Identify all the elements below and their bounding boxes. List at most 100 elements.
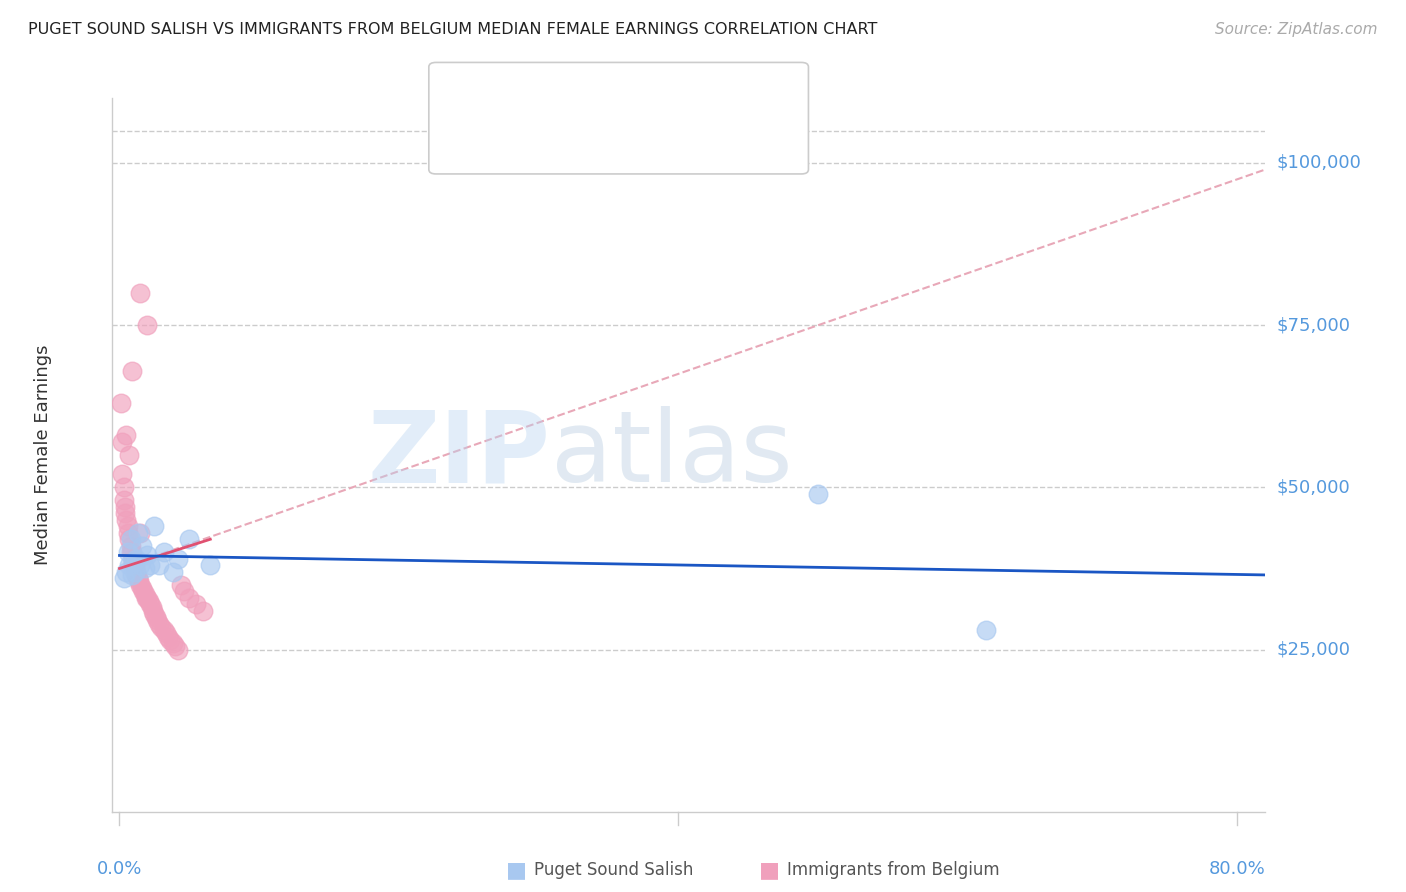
Point bbox=[159, 632, 181, 647]
Point bbox=[127, 571, 149, 585]
Point bbox=[114, 506, 136, 520]
Point bbox=[173, 584, 195, 599]
Point bbox=[179, 591, 201, 605]
Point bbox=[153, 545, 176, 559]
Point bbox=[148, 616, 170, 631]
Point bbox=[143, 607, 166, 621]
Text: ■: ■ bbox=[454, 142, 475, 161]
Text: ■: ■ bbox=[759, 860, 780, 880]
Point bbox=[117, 525, 139, 540]
Point bbox=[120, 539, 142, 553]
Text: 24: 24 bbox=[641, 89, 665, 107]
Point bbox=[127, 525, 149, 540]
Point bbox=[121, 568, 143, 582]
Text: $50,000: $50,000 bbox=[1277, 478, 1350, 496]
Text: ■: ■ bbox=[506, 860, 527, 880]
Point bbox=[145, 610, 167, 624]
Point bbox=[136, 318, 159, 333]
Text: N =: N = bbox=[588, 89, 636, 107]
Point bbox=[167, 642, 190, 657]
Point bbox=[121, 363, 143, 377]
Point bbox=[141, 600, 163, 615]
Text: $75,000: $75,000 bbox=[1277, 316, 1351, 334]
Point bbox=[139, 558, 162, 573]
Point bbox=[134, 561, 156, 575]
Point bbox=[117, 519, 139, 533]
Point bbox=[143, 519, 166, 533]
Point bbox=[118, 448, 141, 462]
Point bbox=[112, 571, 135, 585]
Point bbox=[124, 561, 146, 575]
Point bbox=[153, 623, 176, 637]
Point bbox=[110, 396, 132, 410]
Point bbox=[200, 558, 222, 573]
Text: 0.074: 0.074 bbox=[516, 143, 568, 161]
Text: Source: ZipAtlas.com: Source: ZipAtlas.com bbox=[1215, 22, 1378, 37]
Point bbox=[122, 555, 145, 569]
Point bbox=[112, 493, 135, 508]
Point bbox=[136, 549, 159, 563]
Point bbox=[146, 613, 169, 627]
Point bbox=[139, 597, 162, 611]
Point bbox=[124, 565, 146, 579]
Point bbox=[162, 636, 184, 650]
Point bbox=[125, 565, 148, 579]
Point bbox=[131, 581, 153, 595]
Text: $100,000: $100,000 bbox=[1277, 154, 1361, 172]
Point bbox=[129, 525, 152, 540]
Point bbox=[129, 285, 152, 300]
Point bbox=[112, 480, 135, 494]
Point bbox=[118, 558, 141, 573]
Text: R =: R = bbox=[482, 89, 519, 107]
Point bbox=[111, 467, 134, 482]
Point bbox=[115, 428, 138, 442]
Point bbox=[179, 533, 201, 547]
Point bbox=[807, 487, 830, 501]
Text: atlas: atlas bbox=[551, 407, 792, 503]
Point bbox=[135, 591, 157, 605]
Point bbox=[162, 565, 184, 579]
Point bbox=[120, 533, 142, 547]
Point bbox=[131, 539, 153, 553]
Point bbox=[129, 577, 152, 591]
Point bbox=[125, 551, 148, 566]
Point bbox=[111, 434, 134, 449]
Text: Median Female Earnings: Median Female Earnings bbox=[34, 344, 52, 566]
Point bbox=[115, 513, 138, 527]
Point bbox=[117, 545, 139, 559]
Point bbox=[142, 604, 165, 618]
Point bbox=[134, 587, 156, 601]
Point bbox=[132, 584, 155, 599]
Text: R =: R = bbox=[482, 143, 519, 161]
Point bbox=[155, 626, 177, 640]
Point bbox=[125, 568, 148, 582]
Point bbox=[157, 630, 180, 644]
Text: -0.113: -0.113 bbox=[516, 89, 575, 107]
Point bbox=[115, 565, 138, 579]
Text: PUGET SOUND SALISH VS IMMIGRANTS FROM BELGIUM MEDIAN FEMALE EARNINGS CORRELATION: PUGET SOUND SALISH VS IMMIGRANTS FROM BE… bbox=[28, 22, 877, 37]
Point bbox=[118, 533, 141, 547]
Point bbox=[114, 500, 136, 514]
Point bbox=[120, 545, 142, 559]
Point bbox=[122, 555, 145, 569]
Text: Immigrants from Belgium: Immigrants from Belgium bbox=[787, 861, 1000, 879]
Text: 80.0%: 80.0% bbox=[1209, 861, 1265, 879]
Text: Puget Sound Salish: Puget Sound Salish bbox=[534, 861, 693, 879]
Text: ZIP: ZIP bbox=[368, 407, 551, 503]
Text: 0.0%: 0.0% bbox=[97, 861, 142, 879]
Point bbox=[124, 558, 146, 573]
Point bbox=[186, 597, 208, 611]
Point bbox=[165, 640, 187, 654]
Point bbox=[170, 577, 193, 591]
Point bbox=[129, 558, 152, 573]
Text: ■: ■ bbox=[454, 88, 475, 108]
Text: 55: 55 bbox=[641, 143, 664, 161]
Point bbox=[122, 551, 145, 566]
Point bbox=[193, 604, 215, 618]
Point bbox=[128, 574, 150, 589]
Point bbox=[136, 591, 159, 605]
Point bbox=[974, 623, 997, 637]
Text: $25,000: $25,000 bbox=[1277, 640, 1351, 658]
Point bbox=[150, 620, 173, 634]
Point bbox=[138, 594, 160, 608]
